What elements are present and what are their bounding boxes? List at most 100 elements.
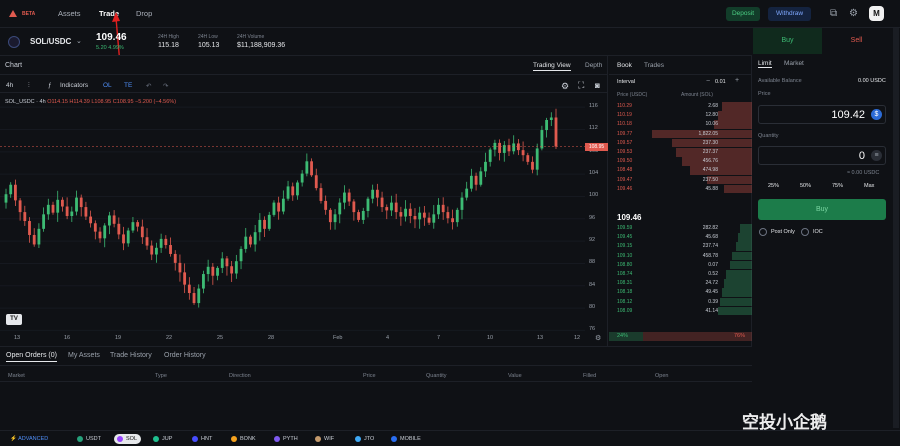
tab-trade-history[interactable]: Trade History: [110, 352, 152, 359]
sol-icon: ≡: [871, 150, 882, 161]
scrollbar[interactable]: [893, 28, 899, 428]
bid-depth-bar: [718, 306, 752, 316]
candle-body: [249, 236, 252, 245]
tab-open-orders[interactable]: Open Orders (0): [6, 352, 57, 362]
bid-row[interactable]: 109.15 237.74: [609, 242, 752, 251]
deposit-button[interactable]: Deposit: [726, 7, 760, 21]
interval-increase[interactable]: +: [735, 77, 740, 84]
copy-icon[interactable]: ⧉: [830, 8, 838, 19]
advanced-mode[interactable]: ⚡ ADVANCED: [10, 436, 49, 442]
candle-body: [230, 266, 234, 274]
nav-trade[interactable]: Trade: [99, 9, 120, 18]
avatar[interactable]: M: [869, 6, 884, 21]
ask-row[interactable]: 108.48 474.98: [609, 166, 752, 175]
indicators-button[interactable]: Indicators: [60, 82, 89, 89]
interval-selector[interactable]: 4h: [6, 82, 14, 89]
bid-row[interactable]: 108.09 41.14: [609, 306, 752, 316]
candle-body: [206, 266, 210, 275]
y-tick-label: 84: [589, 281, 596, 288]
ask-row[interactable]: 109.53 237.37: [609, 148, 752, 157]
candle-body: [164, 238, 168, 246]
tab-limit[interactable]: Limit: [758, 60, 772, 68]
gear-icon[interactable]: ⚙: [849, 8, 858, 19]
ask-row[interactable]: 109.77 1,822.05: [609, 129, 752, 139]
tab-market[interactable]: Market: [784, 60, 804, 67]
ioc-checkbox[interactable]: [801, 228, 809, 236]
tab-book[interactable]: Book: [617, 62, 632, 69]
fullscreen-icon[interactable]: ⛶: [578, 80, 585, 90]
withdraw-button[interactable]: Withdraw: [768, 7, 811, 21]
indicators-icon[interactable]: ƒ: [48, 82, 52, 89]
brand-logo-icon[interactable]: [8, 9, 18, 18]
sell-tab[interactable]: Sell: [850, 37, 863, 44]
pair-selector[interactable]: SOL/USDC: [30, 37, 72, 46]
token-chip-jup[interactable]: JUP: [150, 434, 176, 444]
token-chip-mobile[interactable]: MOBILE: [388, 434, 425, 444]
ask-row[interactable]: 110.18 10.06: [609, 120, 752, 129]
ol-toggle[interactable]: OL: [103, 82, 112, 89]
buy-tab[interactable]: Buy: [753, 28, 822, 54]
bid-row[interactable]: 108.12 0.39: [609, 297, 752, 307]
mobile-token-icon: [391, 436, 397, 442]
candle-body: [333, 214, 337, 223]
post-only-checkbox[interactable]: [759, 228, 767, 236]
candle-type-icon[interactable]: ⫶: [28, 82, 30, 89]
ask-row[interactable]: 110.29 2.68: [609, 102, 752, 111]
undo-icon[interactable]: ↶: [146, 83, 152, 90]
tab-order-history[interactable]: Order History: [164, 352, 206, 359]
pct-75-button[interactable]: 75%: [832, 183, 844, 189]
camera-icon[interactable]: ◙: [595, 81, 600, 90]
candle-body: [319, 188, 323, 201]
bid-row[interactable]: 109.45 45.68: [609, 233, 752, 242]
ask-row[interactable]: 109.47 237.50: [609, 175, 752, 185]
tab-depth[interactable]: Depth: [585, 62, 603, 69]
nav-drop[interactable]: Drop: [136, 9, 153, 18]
candle-body: [455, 209, 459, 223]
ask-row[interactable]: 109.57 237.30: [609, 138, 752, 148]
bid-row[interactable]: 108.31 24.72: [609, 279, 752, 288]
price-input[interactable]: 109.42 $: [758, 105, 886, 124]
candle-body: [23, 212, 27, 222]
settings-icon[interactable]: ⚙: [561, 81, 570, 91]
submit-buy-button[interactable]: Buy: [758, 199, 886, 220]
redo-icon[interactable]: ↷: [163, 83, 169, 90]
chart-settings-icon[interactable]: ⚙: [595, 335, 602, 342]
token-chip-usdt[interactable]: USDT: [74, 434, 105, 444]
ask-row[interactable]: 109.46 45.88: [609, 184, 752, 194]
nav-assets[interactable]: Assets: [58, 9, 81, 18]
token-chip-pyth[interactable]: PYTH: [271, 434, 302, 444]
chart-title: Chart: [5, 62, 23, 69]
bid-row[interactable]: 109.10 458.78: [609, 251, 752, 261]
pct-max-button[interactable]: Max: [864, 183, 875, 189]
tab-trades[interactable]: Trades: [644, 62, 664, 69]
chevron-down-icon[interactable]: ⌄: [76, 38, 82, 45]
quantity-input[interactable]: 0 ≡: [758, 146, 886, 165]
x-tick-label: 7: [437, 335, 441, 341]
bid-row[interactable]: 108.74 0.52: [609, 270, 752, 279]
token-chip-sol[interactable]: SOL: [114, 434, 142, 444]
bid-row[interactable]: 108.18 49.45: [609, 288, 752, 297]
candlestick-chart[interactable]: [0, 96, 585, 336]
interval-decrease[interactable]: −: [706, 78, 711, 85]
candle-body: [169, 245, 172, 254]
candle-body: [493, 142, 497, 150]
ask-row[interactable]: 110.19 12.80: [609, 111, 752, 120]
pct-50-button[interactable]: 50%: [800, 183, 812, 189]
token-chip-hnt[interactable]: HNT: [189, 434, 216, 444]
y-tick-label: 96: [589, 214, 596, 221]
quantity-input-value: 0: [858, 150, 865, 162]
ask-row[interactable]: 109.50 456.76: [609, 157, 752, 166]
token-chip-label: HNT: [201, 436, 213, 442]
pct-25-button[interactable]: 25%: [768, 183, 780, 189]
token-chip-wif[interactable]: WIF: [312, 434, 338, 444]
bid-row[interactable]: 109.59 282.82: [609, 224, 752, 233]
candle-body: [183, 272, 187, 285]
volume-label: 24H Volume: [237, 34, 265, 40]
token-chip-jto[interactable]: JTO: [352, 434, 378, 444]
token-chip-bonk[interactable]: BONK: [228, 434, 260, 444]
tab-trading-view[interactable]: Trading View: [533, 62, 571, 71]
tab-my-assets[interactable]: My Assets: [68, 352, 100, 359]
te-toggle[interactable]: TE: [124, 82, 133, 89]
bid-row[interactable]: 108.80 0.07: [609, 260, 752, 270]
high-label: 24H High: [158, 34, 179, 40]
